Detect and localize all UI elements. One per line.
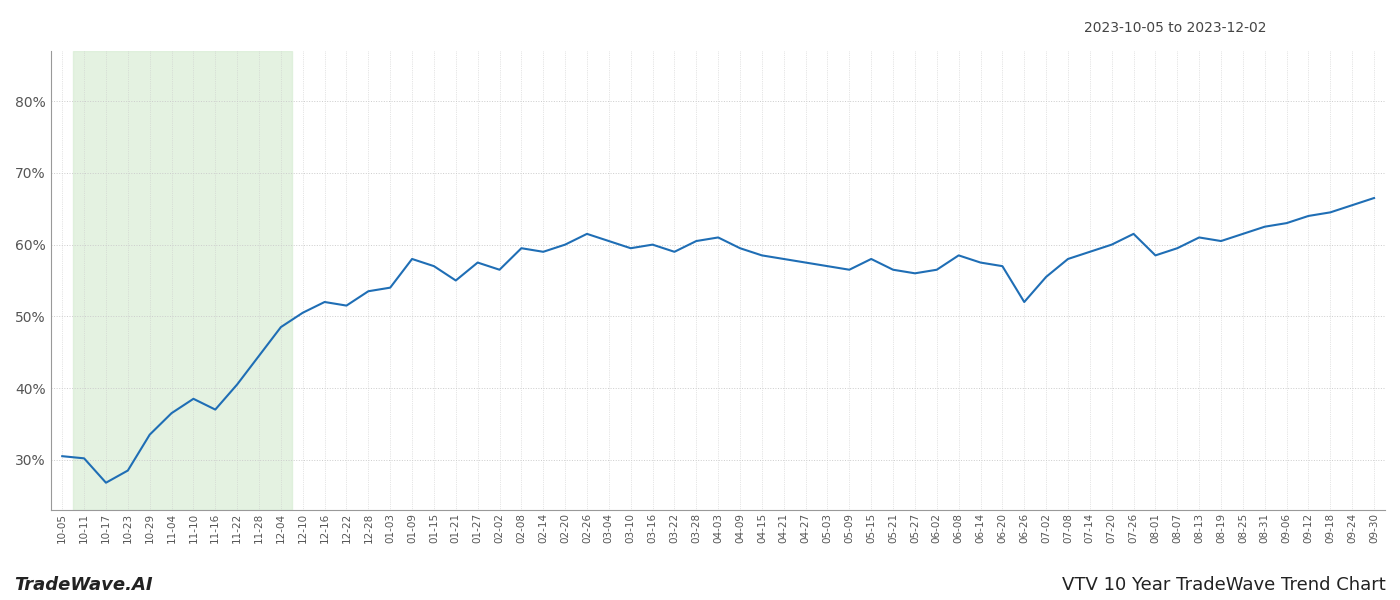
Text: VTV 10 Year TradeWave Trend Chart: VTV 10 Year TradeWave Trend Chart — [1063, 576, 1386, 594]
Bar — [73, 51, 291, 510]
Text: 2023-10-05 to 2023-12-02: 2023-10-05 to 2023-12-02 — [1085, 21, 1267, 35]
Text: TradeWave.AI: TradeWave.AI — [14, 576, 153, 594]
